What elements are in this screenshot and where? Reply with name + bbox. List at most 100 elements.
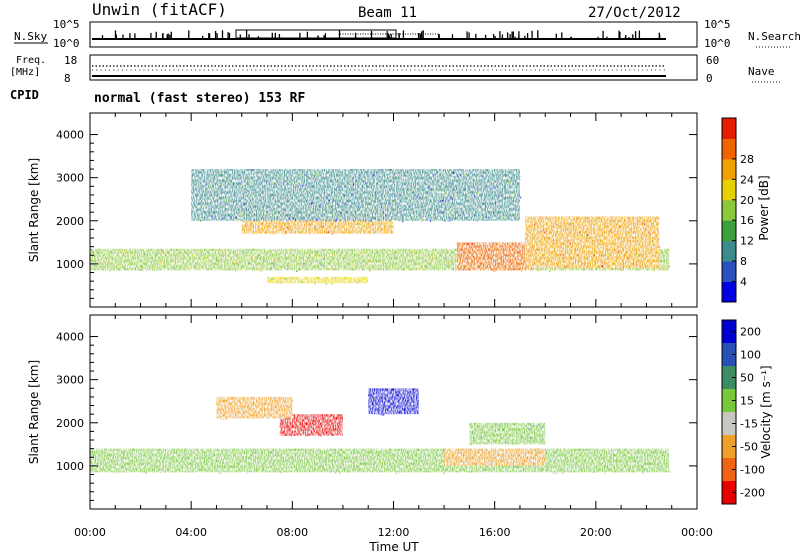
echo-speckle (167, 457, 170, 460)
echo-speckle (394, 257, 397, 260)
echo-speckle (300, 280, 303, 283)
echo-speckle (641, 468, 644, 471)
echo-speckle (512, 208, 515, 210)
echo-speckle (227, 200, 230, 203)
echo-speckle (249, 223, 252, 226)
echo-speckle (277, 267, 280, 270)
echo-speckle (452, 449, 455, 452)
echo-speckle (305, 221, 308, 224)
echo-speckle (476, 216, 479, 219)
echo-speckle (210, 169, 213, 172)
echo-speckle (199, 450, 201, 453)
echo-speckle (191, 203, 194, 206)
echo-speckle (633, 252, 636, 255)
echo-speckle (451, 219, 454, 222)
echo-speckle (395, 472, 398, 475)
echo-speckle (338, 188, 340, 191)
echo-speckle (164, 462, 167, 465)
echo-speckle (486, 424, 489, 427)
echo-speckle (416, 183, 419, 186)
echo-speckle (501, 178, 503, 181)
echo-speckle (621, 265, 623, 268)
echo-speckle (131, 454, 134, 457)
echo-speckle (280, 251, 283, 254)
echo-speckle (192, 181, 195, 183)
echo-speckle (200, 261, 203, 264)
echo-speckle (505, 216, 508, 218)
echo-speckle (509, 182, 512, 185)
echo-speckle (456, 213, 459, 216)
echo-speckle (561, 472, 564, 475)
echo-speckle (553, 460, 556, 463)
echo-speckle (219, 464, 221, 467)
echo-speckle (242, 252, 245, 255)
echo-speckle (579, 231, 582, 234)
echo-speckle (613, 260, 615, 263)
echo-speckle (160, 249, 163, 252)
echo-speckle (250, 402, 253, 404)
echo-speckle (329, 182, 332, 185)
echo-speckle (236, 469, 239, 472)
echo-speckle (265, 180, 268, 183)
echo-speckle (420, 192, 423, 195)
echo-speckle (399, 211, 402, 213)
echo-speckle (198, 191, 200, 193)
echo-speckle (310, 465, 312, 468)
echo-speckle (206, 453, 209, 455)
echo-speckle (126, 451, 129, 454)
echo-speckle (519, 196, 522, 199)
echo-speckle (633, 267, 636, 270)
echo-speckle (168, 263, 171, 266)
echo-speckle (540, 430, 543, 433)
echo-speckle (114, 254, 117, 257)
echo-speckle (386, 175, 389, 178)
echo-speckle (435, 189, 438, 192)
echo-speckle (170, 468, 173, 471)
echo-speckle (406, 458, 409, 461)
echo-speckle (527, 450, 530, 453)
echo-speckle (561, 456, 564, 459)
echo-speckle (130, 251, 133, 254)
echo-speckle (452, 268, 455, 271)
echo-speckle (361, 171, 364, 174)
colorbar-segment (722, 458, 736, 482)
echo-speckle (642, 264, 645, 267)
echo-speckle (373, 174, 376, 177)
echo-speckle (351, 193, 353, 196)
echo-speckle (488, 462, 491, 465)
echo-speckle (217, 397, 220, 400)
echo-speckle (370, 268, 373, 271)
echo-speckle (519, 267, 522, 270)
echo-speckle (621, 267, 624, 270)
echo-speckle (518, 174, 521, 177)
echo-speckle (439, 216, 442, 219)
echo-speckle (474, 186, 477, 188)
echo-speckle (299, 414, 302, 417)
y-tick-label: 4000 (56, 129, 84, 142)
echo-speckle (385, 215, 388, 217)
echo-speckle (516, 213, 519, 215)
echo-speckle (247, 262, 250, 264)
echo-speckle (209, 261, 212, 264)
echo-speckle (304, 173, 307, 176)
freq-tick-top: 18 (64, 54, 77, 67)
echo-speckle (469, 443, 472, 446)
echo-speckle (607, 244, 610, 247)
echo-speckle (593, 267, 596, 270)
echo-speckle (587, 452, 590, 455)
echo-speckle (663, 268, 666, 271)
echo-speckle (639, 450, 642, 453)
echo-speckle (125, 470, 128, 473)
echo-speckle (492, 173, 495, 176)
echo-speckle (553, 239, 555, 242)
colorbar-segment (722, 261, 736, 283)
echo-speckle (190, 263, 193, 266)
colorbar-segment (722, 435, 736, 459)
echo-speckle (348, 455, 351, 457)
echo-speckle (513, 262, 516, 264)
echo-speckle (362, 465, 365, 468)
echo-speckle (506, 174, 509, 177)
echo-speckle (254, 218, 257, 221)
echo-speckle (430, 219, 432, 222)
echo-speckle (449, 181, 452, 184)
